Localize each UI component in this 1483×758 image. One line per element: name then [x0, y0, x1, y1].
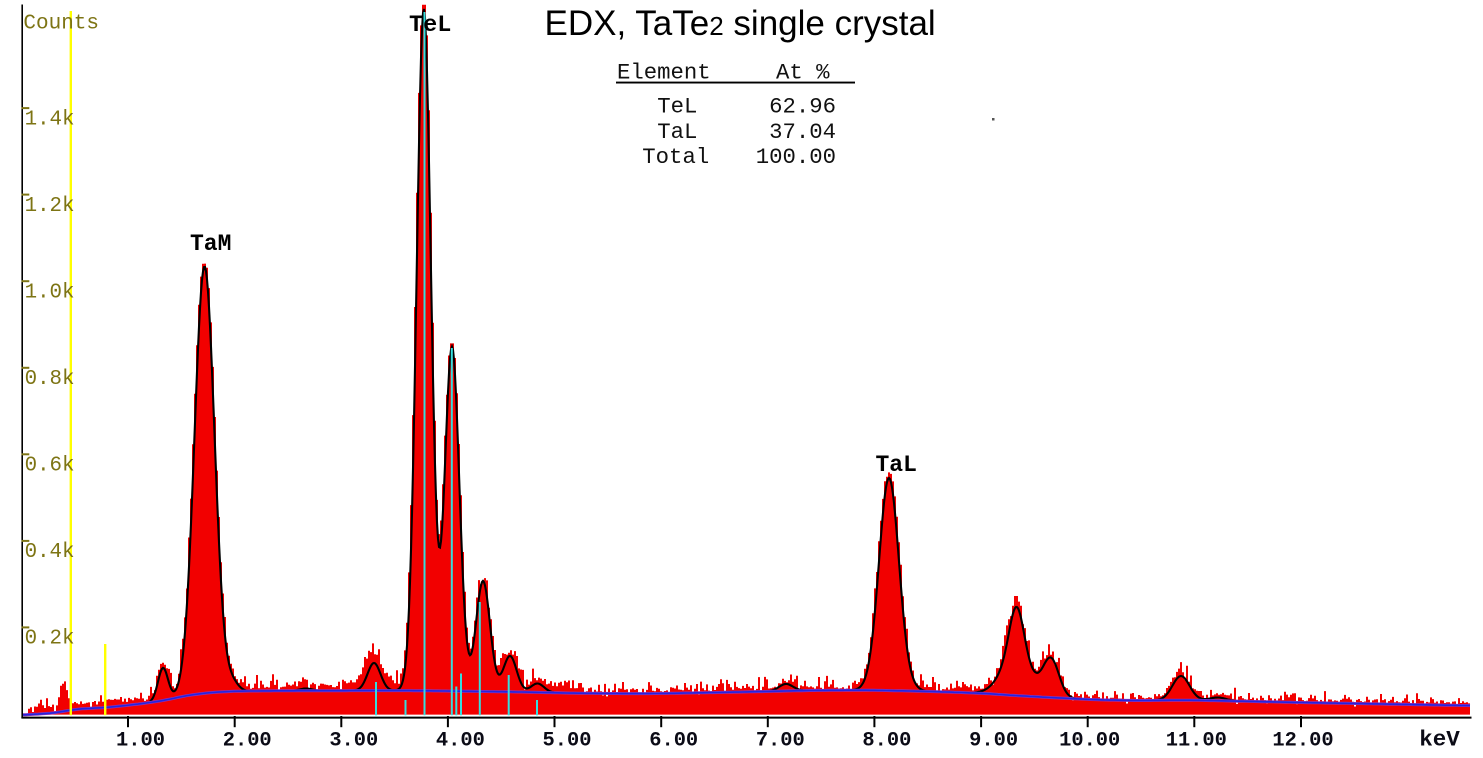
svg-text:5.00: 5.00: [543, 730, 592, 753]
svg-text:6.00: 6.00: [649, 730, 698, 753]
svg-text:TaL: TaL: [876, 452, 917, 478]
svg-text:EDX, TaTe2 single crystal: EDX, TaTe2 single crystal: [545, 4, 936, 43]
svg-text:62.96: 62.96: [769, 94, 836, 120]
svg-text:Element: Element: [617, 60, 711, 86]
svg-text:At %: At %: [776, 60, 830, 86]
svg-text:1.2k: 1.2k: [25, 195, 75, 218]
svg-text:37.04: 37.04: [769, 119, 836, 145]
svg-text:12.00: 12.00: [1272, 730, 1333, 753]
svg-text:Total: Total: [642, 144, 709, 170]
svg-text:0.2k: 0.2k: [25, 628, 75, 651]
svg-text:7.00: 7.00: [756, 730, 805, 753]
svg-text:10.00: 10.00: [1059, 730, 1120, 753]
svg-text:0.6k: 0.6k: [25, 455, 75, 478]
svg-text:TaM: TaM: [190, 231, 231, 257]
svg-text:Counts: Counts: [23, 13, 99, 36]
svg-text:TeL: TeL: [657, 94, 697, 120]
svg-text:1.4k: 1.4k: [25, 108, 75, 131]
svg-text:4.00: 4.00: [436, 730, 485, 753]
svg-text:1.0k: 1.0k: [25, 282, 75, 305]
svg-text:0.4k: 0.4k: [25, 541, 75, 564]
svg-text:0.8k: 0.8k: [25, 368, 75, 391]
svg-text:11.00: 11.00: [1166, 730, 1227, 753]
svg-text:9.00: 9.00: [969, 730, 1018, 753]
svg-text:2.00: 2.00: [223, 730, 272, 753]
svg-text:keV: keV: [1419, 727, 1460, 753]
svg-text:100.00: 100.00: [756, 144, 836, 170]
svg-text:TaL: TaL: [657, 119, 697, 145]
svg-text:TeL: TeL: [409, 12, 451, 39]
svg-text:1.00: 1.00: [116, 730, 165, 753]
svg-text:8.00: 8.00: [862, 730, 911, 753]
svg-text:3.00: 3.00: [329, 730, 378, 753]
